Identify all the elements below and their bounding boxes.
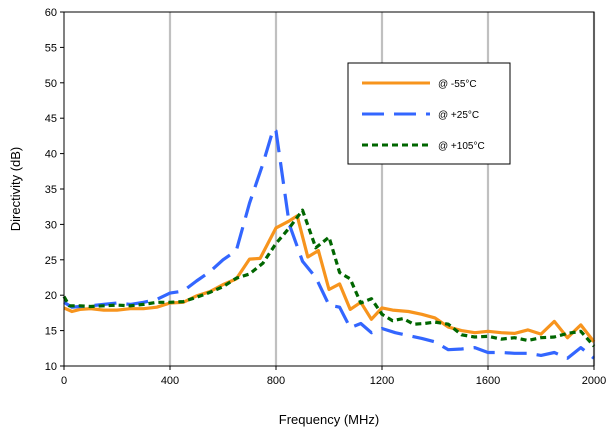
y-tick-label: 40	[45, 149, 57, 161]
x-axis-label: Frequency (MHz)	[279, 412, 379, 427]
y-tick-label: 15	[45, 326, 57, 338]
y-tick-label: 35	[45, 184, 57, 196]
legend: @ -55°C @ +25°C @ +105°C	[347, 62, 511, 165]
x-tick-label: 2000	[582, 375, 606, 387]
axis-ticks: 10 15 20 25 30 35 40 45 50 55 60 0 400 800 1200 1600 200…	[45, 7, 606, 387]
series-line-1	[63, 127, 596, 360]
series-line-2	[62, 208, 596, 348]
y-tick-label: 10	[45, 361, 57, 373]
x-tick-label: 0	[61, 375, 67, 387]
y-tick-label: 55	[45, 42, 57, 54]
legend-label-hot: @ +105°C	[438, 141, 485, 152]
y-tick-label: 20	[45, 290, 57, 302]
series-lines	[62, 127, 596, 360]
y-axis-label: Directivity (dB)	[8, 147, 23, 232]
y-tick-label: 50	[45, 78, 57, 90]
x-tick-label: 1600	[476, 375, 500, 387]
x-tick-label: 1200	[370, 375, 394, 387]
legend-label-cold: @ -55°C	[438, 79, 477, 90]
plot-area-frame	[63, 11, 595, 367]
series-line-0	[63, 214, 596, 343]
y-tick-label: 25	[45, 255, 57, 267]
legend-label-room: @ +25°C	[438, 110, 479, 121]
y-tick-label: 30	[45, 219, 57, 231]
y-tick-label: 60	[45, 7, 57, 19]
y-tick-label: 45	[45, 113, 57, 125]
x-tick-label: 400	[161, 375, 179, 387]
x-tick-label: 800	[267, 375, 285, 387]
